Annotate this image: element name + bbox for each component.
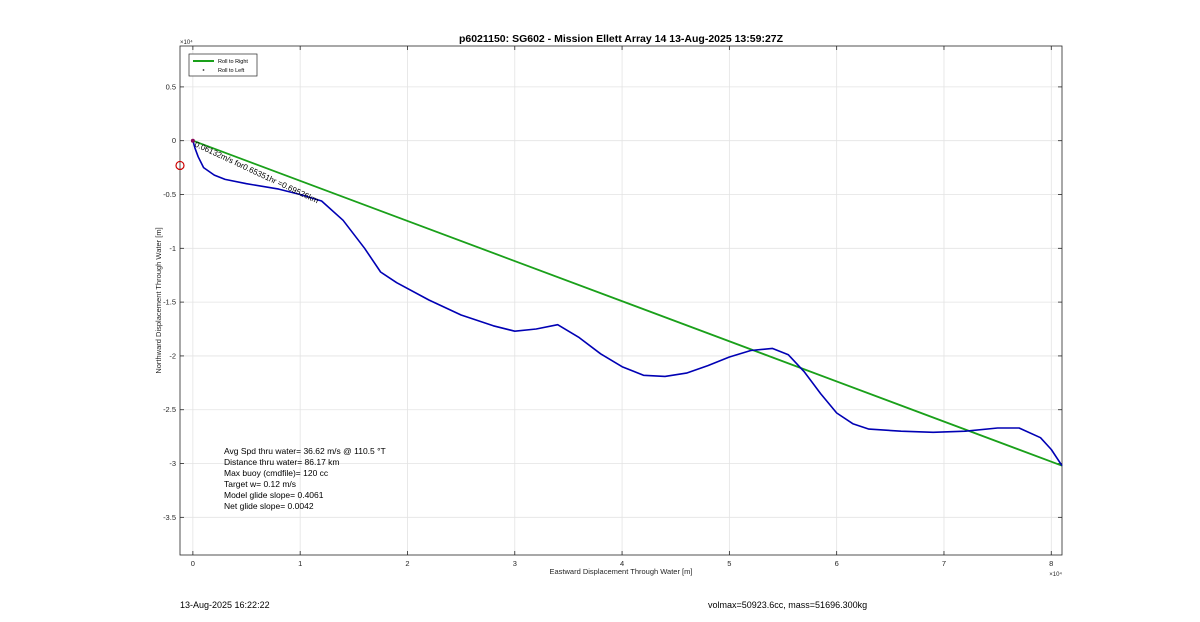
legend-swatch-dot bbox=[202, 69, 205, 71]
x-tick-label: 7 bbox=[942, 559, 946, 568]
chart-title: p6021150: SG602 - Mission Ellett Array 1… bbox=[459, 33, 784, 45]
segment-annotation: 0.06132m/s for0.65351hr =0.69526km bbox=[193, 140, 320, 206]
y-tick-label: -0.5 bbox=[163, 190, 176, 199]
series-layer bbox=[175, 138, 1063, 467]
grid-layer bbox=[180, 46, 1062, 555]
stats-max-buoy: Max buoy (cmdfile)= 120 cc bbox=[224, 468, 329, 478]
x-tick-label: 0 bbox=[191, 559, 195, 568]
x-tick-label: 3 bbox=[513, 559, 517, 568]
footer-timestamp: 13-Aug-2025 16:22:22 bbox=[180, 600, 270, 610]
y-tick-label: 0 bbox=[172, 136, 176, 145]
legend-label: Roll to Right bbox=[218, 59, 248, 65]
series-line-roll-right bbox=[192, 139, 1063, 467]
y-axis-exponent: ×10⁴ bbox=[180, 39, 193, 46]
stats-distance: Distance thru water= 86.17 km bbox=[224, 457, 340, 467]
series-line-track bbox=[192, 140, 1063, 467]
plot-frame bbox=[179, 45, 1063, 556]
red-circle-marker bbox=[175, 160, 185, 171]
stats-block: Avg Spd thru water= 36.62 m/s @ 110.5 °T… bbox=[224, 446, 386, 512]
stats-net-glide-slope: Net glide slope= 0.0042 bbox=[224, 501, 314, 511]
footer-summary: volmax=50923.6cc, mass=51696.300kg bbox=[708, 600, 868, 610]
y-tick-label: -3 bbox=[169, 459, 176, 468]
x-tick-label: 1 bbox=[298, 559, 302, 568]
stats-model-glide-slope: Model glide slope= 0.4061 bbox=[224, 490, 324, 500]
y-axis-label: Northward Displacement Through Water [m] bbox=[154, 227, 163, 373]
stats-avg-speed: Avg Spd thru water= 36.62 m/s @ 110.5 °T bbox=[224, 446, 386, 456]
legend-box bbox=[188, 53, 258, 77]
y-tick-label: -1.5 bbox=[163, 298, 176, 307]
legend-label: Roll to Left bbox=[218, 68, 245, 74]
tick-layer: 0 1 2 3 4 5 6 7 8 0.5 0 -0.5 -1 -1.5 -2 -2.5 -3 -3.5 bbox=[163, 46, 1062, 568]
x-tick-label: 8 bbox=[1049, 559, 1053, 568]
y-tick-label: -2.5 bbox=[163, 405, 176, 414]
annotation-layer: 0.06132m/s for0.65351hr =0.69526km bbox=[193, 140, 320, 206]
stats-target-w: Target w= 0.12 m/s bbox=[224, 479, 297, 489]
y-tick-label: -2 bbox=[169, 351, 176, 360]
y-tick-label: -1 bbox=[169, 244, 176, 253]
x-axis-exponent: ×10⁴ bbox=[1049, 571, 1062, 578]
start-point bbox=[190, 138, 195, 143]
legend: Roll to Right Roll to Left bbox=[188, 53, 258, 77]
y-tick-label: 0.5 bbox=[166, 82, 176, 91]
y-tick-label: -3.5 bbox=[163, 513, 176, 522]
x-tick-label: 4 bbox=[620, 559, 624, 568]
x-tick-label: 6 bbox=[835, 559, 839, 568]
x-tick-label: 5 bbox=[727, 559, 731, 568]
x-axis-label: Eastward Displacement Through Water [m] bbox=[550, 567, 693, 576]
x-tick-label: 2 bbox=[405, 559, 409, 568]
